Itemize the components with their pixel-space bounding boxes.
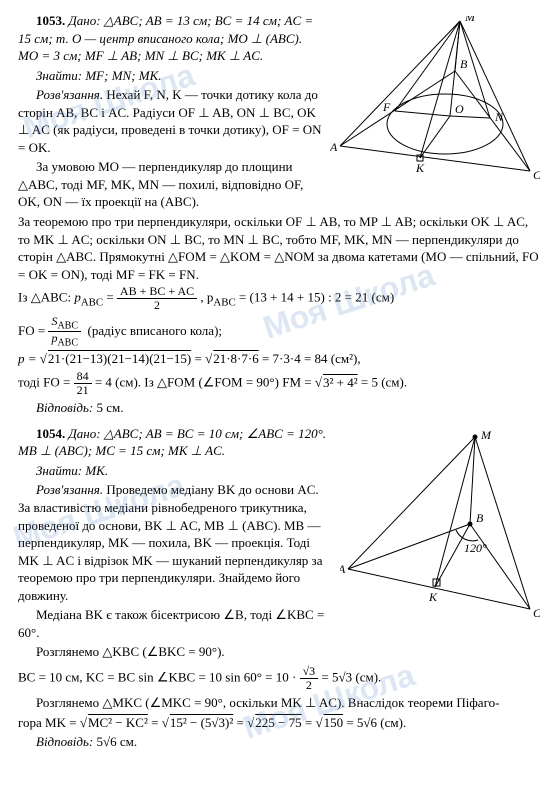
solution-text: За теоремою про три перпендикуляри, оскі… [18,213,540,283]
problem-number: 1054. [36,426,65,441]
svg-text:B: B [476,511,484,525]
svg-text:C: C [533,606,540,619]
solution-text: Розглянемо △KBC (∠BKC = 90°). [18,643,332,661]
svg-text:N: N [494,110,504,124]
svg-text:K: K [428,590,438,604]
solution-text: Медіана BK є також бісектрисою ∠B, тоді … [18,606,332,641]
equation: p = √21·(21−13)(21−14)(21−15) = √21·8·7·… [18,350,540,368]
svg-text:B: B [460,57,468,71]
given-text: Дано: △ABC; AB = BC = 10 см; ∠ABC = 120°… [18,426,326,459]
solution-text: За умовою MO — перпендикуляр до площини … [18,158,322,211]
equation: FO = SABC pABC (радіус вписаного кола); [18,315,540,349]
equation: Із △ABC: pABC = AB + BC + AC2 , pABC = (… [18,285,540,312]
svg-text:A: A [330,140,338,154]
equation: тоді FO = 8421 = 4 (см). Із △FOM (∠FOM =… [18,370,540,397]
solution-text: Розглянемо △MKC (∠MKC = 90°, оскільки MK… [18,694,540,712]
solution-text: Проведемо медіану BK до основи AC. За вл… [18,482,322,602]
svg-text:M: M [464,16,476,24]
svg-text:K: K [415,161,425,175]
svg-text:A: A [340,562,346,576]
figure-1053: A B C M F K N O [330,16,540,209]
svg-text:O: O [455,102,464,116]
svg-text:M: M [480,429,492,442]
svg-text:120°: 120° [464,541,487,555]
solution-title: Розв'язання. [36,482,103,497]
answer-text: 5√6 см. [93,734,137,749]
svg-text:F: F [382,100,391,114]
answer-label: Відповідь: [36,400,93,415]
answer-label: Відповідь: [36,734,93,749]
problem-1054: 1054. Дано: △ABC; AB = BC = 10 см; ∠ABC … [18,425,540,751]
find-text: Знайти: MK. [18,462,332,480]
equation: BC = 10 см, KC = BC sin ∠KBC = 10 sin 60… [18,665,540,692]
equation: гора MK = √MC² − KC² = √15² − (5√3)² = √… [18,714,540,732]
figure-1054: A B C M K 120° [340,429,540,659]
problem-1053: 1053. Дано: △ABC; AB = 13 см; BC = 14 см… [18,12,540,417]
problem-number: 1053. [36,13,65,28]
svg-text:C: C [533,168,540,182]
solution-title: Розв'язання. [36,87,103,102]
answer-text: 5 см. [93,400,123,415]
find-text: Знайти: MF; MN; MK. [18,67,322,85]
